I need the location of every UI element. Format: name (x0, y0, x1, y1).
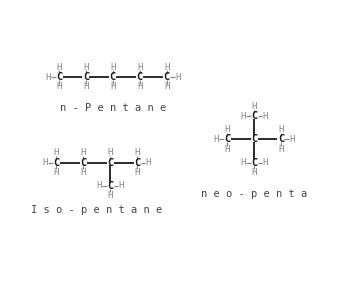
Text: C: C (278, 135, 284, 144)
Text: H: H (110, 63, 115, 72)
Text: H: H (96, 181, 102, 190)
Text: H: H (83, 63, 88, 72)
Text: H: H (81, 168, 86, 177)
Text: H: H (251, 168, 257, 177)
Text: H: H (119, 181, 124, 190)
Text: C: C (83, 72, 89, 82)
Text: C: C (251, 112, 257, 121)
Text: C: C (134, 158, 140, 167)
Text: H: H (137, 63, 142, 72)
Text: H: H (164, 83, 169, 91)
Text: H: H (240, 112, 245, 121)
Text: H: H (224, 125, 230, 134)
Text: H: H (263, 158, 268, 167)
Text: C: C (224, 135, 230, 144)
Text: H: H (42, 158, 48, 167)
Text: H: H (108, 148, 113, 157)
Text: H: H (240, 158, 245, 167)
Text: C: C (164, 72, 170, 82)
Text: C: C (137, 72, 143, 82)
Text: H: H (81, 148, 86, 157)
Text: C: C (107, 158, 113, 167)
Text: C: C (53, 158, 59, 167)
Text: H: H (56, 63, 62, 72)
Text: H: H (110, 83, 115, 91)
Text: H: H (137, 83, 142, 91)
Text: H: H (175, 73, 181, 82)
Text: H: H (54, 168, 59, 177)
Text: H: H (108, 191, 113, 200)
Text: H: H (263, 112, 268, 121)
Text: H: H (278, 125, 284, 134)
Text: H: H (135, 168, 140, 177)
Text: I s o - p e n t a n e: I s o - p e n t a n e (31, 205, 162, 215)
Text: C: C (56, 72, 62, 82)
Text: H: H (164, 63, 169, 72)
Text: C: C (110, 72, 116, 82)
Text: H: H (251, 102, 257, 111)
Text: H: H (135, 148, 140, 157)
Text: n - P e n t a n e: n - P e n t a n e (60, 103, 166, 113)
Text: H: H (54, 148, 59, 157)
Text: H: H (145, 158, 151, 167)
Text: H: H (278, 145, 284, 154)
Text: H: H (83, 83, 88, 91)
Text: C: C (80, 158, 86, 167)
Text: H: H (213, 135, 218, 144)
Text: C: C (251, 158, 257, 167)
Text: C: C (251, 135, 257, 144)
Text: H: H (224, 145, 230, 154)
Text: n e o - p e n t a: n e o - p e n t a (201, 189, 307, 199)
Text: H: H (290, 135, 295, 144)
Text: C: C (107, 181, 113, 190)
Text: H: H (45, 73, 50, 82)
Text: H: H (56, 83, 62, 91)
